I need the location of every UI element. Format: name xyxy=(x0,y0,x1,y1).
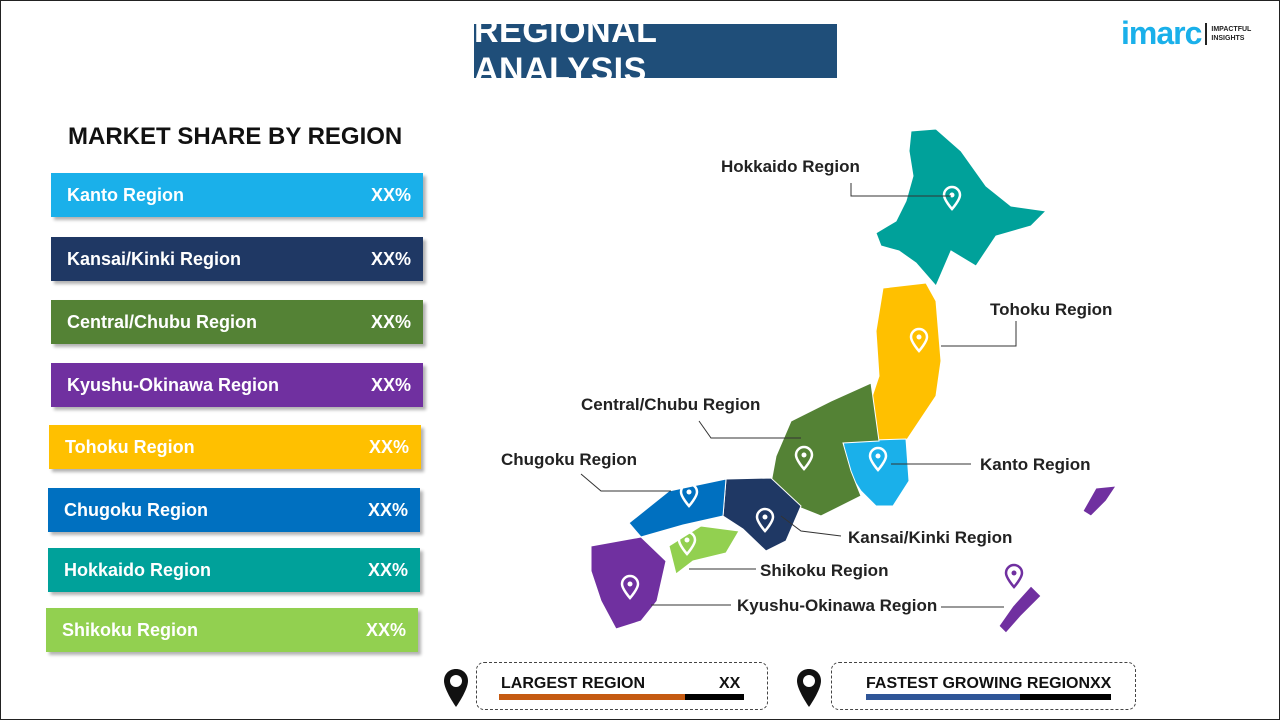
map-okinawa xyxy=(998,585,1042,634)
region-label: Kansai/Kinki Region xyxy=(67,248,242,269)
region-bar: Kansai/Kinki Region XX% xyxy=(51,237,423,281)
region-label: Chugoku Region xyxy=(64,499,208,520)
region-label: Hokkaido Region xyxy=(64,559,212,580)
label-shikoku: Shikoku Region xyxy=(760,561,888,580)
map-islands xyxy=(1082,485,1118,517)
largest-region-card: LARGEST REGION XX xyxy=(476,662,768,710)
location-pin-icon xyxy=(797,669,821,707)
region-bar: Shikoku Region XX% xyxy=(46,608,418,652)
map-pin-icon xyxy=(794,445,814,471)
region-bar: Hokkaido Region XX% xyxy=(48,548,420,592)
map-pin-icon xyxy=(679,482,699,508)
map-kansai xyxy=(722,477,802,552)
region-value: XX% xyxy=(370,184,411,205)
region-label: Central/Chubu Region xyxy=(67,311,257,332)
region-label: Kanto Region xyxy=(67,184,184,205)
region-bar: Central/Chubu Region XX% xyxy=(51,300,423,344)
region-value: XX% xyxy=(370,374,411,395)
region-value: XX% xyxy=(367,499,408,520)
label-chugoku: Chugoku Region xyxy=(501,450,637,469)
fastest-region-card: FASTEST GROWING REGION XX xyxy=(831,662,1136,710)
region-value: XX% xyxy=(365,619,406,640)
label-central: Central/Chubu Region xyxy=(581,395,760,414)
fastest-progress xyxy=(866,694,1021,700)
section-subtitle: MARKET SHARE BY REGION xyxy=(68,123,403,150)
location-pin-icon xyxy=(444,669,468,707)
map-pin-icon xyxy=(755,507,775,533)
label-kyushu: Kyushu-Okinawa Region xyxy=(737,596,937,615)
map-shikoku xyxy=(668,525,740,575)
label-hokkaido: Hokkaido Region xyxy=(721,157,860,176)
region-value: XX% xyxy=(368,436,409,457)
region-label: Kyushu-Okinawa Region xyxy=(67,374,280,395)
region-bar: Kyushu-Okinawa Region XX% xyxy=(51,363,423,407)
map-hokkaido xyxy=(875,128,1048,287)
region-value: XX% xyxy=(367,559,408,580)
imarc-logo: imarc IMPACTFUL INSIGHTS xyxy=(1121,15,1252,51)
map-tohoku xyxy=(868,282,942,442)
region-value: XX% xyxy=(370,311,411,332)
region-label: Tohoku Region xyxy=(65,436,195,457)
region-label: Shikoku Region xyxy=(62,619,199,640)
region-bar: Chugoku Region XX% xyxy=(48,488,420,532)
map-pin-icon xyxy=(868,446,888,472)
label-kanto: Kanto Region xyxy=(980,455,1091,474)
label-kansai: Kansai/Kinki Region xyxy=(848,528,1012,547)
map-pin-icon xyxy=(677,530,697,556)
region-bar: Tohoku Region XX% xyxy=(49,425,421,469)
label-tohoku: Tohoku Region xyxy=(990,300,1112,319)
region-value: XX% xyxy=(370,248,411,269)
map-pin-icon xyxy=(620,574,640,600)
map-pin-icon xyxy=(909,327,929,353)
region-bar: Kanto Region XX% xyxy=(51,173,423,217)
largest-progress xyxy=(499,694,686,700)
map-pin-icon xyxy=(1004,563,1024,589)
